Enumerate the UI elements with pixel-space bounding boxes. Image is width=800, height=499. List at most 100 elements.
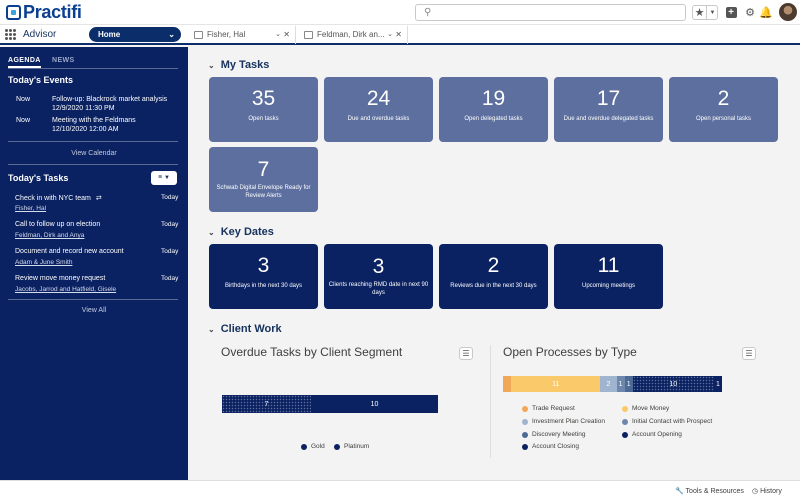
legend-swatch <box>301 443 307 450</box>
utility-bar: 🔧 Tools & Resources ◷ History <box>0 480 800 499</box>
tools-resources-button[interactable]: 🔧 Tools & Resources <box>675 487 744 495</box>
legend-item: Initial Contact with Prospect <box>622 418 712 425</box>
tasks-heading: Today's Tasks <box>8 173 69 183</box>
stacked-bar-overdue[interactable]: 7 10 <box>222 395 438 413</box>
metric-label: Open delegated tasks <box>464 116 523 122</box>
legend-item: Move Money <box>622 405 669 412</box>
tab-label: Fisher, Hal <box>207 30 246 39</box>
data-label: 10 <box>669 380 678 388</box>
tab-news[interactable]: NEWS <box>52 57 75 64</box>
history-button[interactable]: ◷ History <box>752 487 782 495</box>
metric-value: 3 <box>257 254 270 277</box>
legend-swatch <box>334 443 340 450</box>
bar-segment-trade-request[interactable] <box>503 376 512 392</box>
practifi-logo[interactable]: Practifi <box>6 2 82 22</box>
event-item[interactable]: Meeting with the Feldmans 12/10/2020 12:… <box>52 116 136 134</box>
metric-value: 19 <box>481 87 506 110</box>
add-button[interactable]: + <box>725 5 737 20</box>
chevron-down-icon[interactable]: ⌄ <box>387 31 393 38</box>
notifications-button[interactable]: 🔔 <box>759 5 773 20</box>
task-related-link[interactable]: Fisher, Hal <box>15 205 47 212</box>
metric-card-rmd[interactable]: 3 Clients reaching RMD date in next 90 d… <box>324 244 433 309</box>
metric-card-due-overdue-delegated[interactable]: 17 Due and overdue delegated tasks <box>554 77 663 142</box>
bar-segment-initial-contact-with-prospect[interactable]: 1 <box>616 376 625 392</box>
bar-segment-move-money[interactable]: 11 <box>511 376 601 392</box>
avatar[interactable] <box>779 3 797 21</box>
star-icon: ★ <box>694 7 705 19</box>
tab-label: Feldman, Dirk an... <box>317 30 385 39</box>
setup-button[interactable]: ⚙ <box>744 5 756 20</box>
bar-segment-account-opening[interactable]: 10 <box>632 376 714 392</box>
view-calendar-link[interactable]: View Calendar <box>71 150 117 157</box>
app-nav-bar: Advisor Home ⌄ Fisher, Hal ⌄ ✕ Feldman, … <box>0 25 800 45</box>
section-my-tasks[interactable]: ⌄ My Tasks <box>208 59 269 71</box>
legend-item: Gold <box>301 443 325 450</box>
list-item[interactable]: Check in with NYC team ⇄ <box>15 194 102 202</box>
add-icon: + <box>725 7 737 18</box>
task-related-link[interactable]: Adam & June Smith <box>15 259 73 266</box>
list-item[interactable]: Call to follow up on election <box>15 221 101 228</box>
app-launcher-icon[interactable] <box>5 29 16 40</box>
bar-segment-investment-plan-creation[interactable]: 2 <box>600 376 617 392</box>
chart-menu-button[interactable]: ☰ <box>459 347 473 360</box>
task-related-link[interactable]: Jacobs, Jarrod and Hatfield, Gisele <box>15 286 117 293</box>
metric-value: 2 <box>487 254 500 277</box>
metric-card-birthdays[interactable]: 3 Birthdays in the next 30 days <box>209 244 318 309</box>
event-time: 12/9/2020 11:30 PM <box>52 105 115 112</box>
section-client-work[interactable]: ⌄ Client Work <box>208 323 282 335</box>
metric-value: 17 <box>596 87 621 110</box>
favorites-button[interactable]: ★ ▼ <box>692 5 718 20</box>
metric-card-open-personal[interactable]: 2 Open personal tasks <box>669 77 778 142</box>
chart-menu-button[interactable]: ☰ <box>742 347 756 360</box>
chevron-down-icon[interactable]: ⌄ <box>275 31 281 38</box>
event-when: Now <box>16 96 31 103</box>
metric-label: Due and overdue tasks <box>347 116 410 122</box>
tab-home[interactable]: Home ⌄ <box>89 27 181 42</box>
data-label: 1 <box>715 380 720 388</box>
bar-segment-account-closing[interactable]: 1 <box>713 376 722 392</box>
section-title: Key Dates <box>220 226 274 238</box>
legend-swatch <box>522 431 528 438</box>
divider <box>8 68 178 69</box>
bar-segment-gold[interactable]: 7 <box>222 395 311 413</box>
tab-agenda[interactable]: AGENDA <box>8 57 41 68</box>
task-related-link[interactable]: Feldman, Dirk and Anya <box>15 232 85 239</box>
task-filter-button[interactable]: ≡ ▼ <box>151 171 177 185</box>
bar-segment-platinum[interactable]: 10 <box>310 395 438 413</box>
bar-segment-discovery-meeting[interactable]: 1 <box>624 376 633 392</box>
legend-item: Account Opening <box>622 431 682 438</box>
metric-card-open-delegated[interactable]: 19 Open delegated tasks <box>439 77 548 142</box>
metric-value: 35 <box>251 87 276 110</box>
event-item[interactable]: Follow-up: Blackrock market analysis 12/… <box>52 95 167 113</box>
section-title: My Tasks <box>220 59 270 71</box>
close-icon[interactable]: ✕ <box>395 30 402 39</box>
tab-home-label: Home <box>98 30 121 39</box>
chevron-down-icon: ⌄ <box>208 61 215 70</box>
event-title: Meeting with the Feldmans <box>52 117 136 124</box>
metric-card-reviews-due[interactable]: 2 Reviews due in the next 30 days <box>439 244 548 309</box>
metric-card-upcoming-meetings[interactable]: 11 Upcoming meetings <box>554 244 663 309</box>
tab-feldman[interactable]: Feldman, Dirk an... ⌄ ✕ <box>297 26 408 44</box>
tools-label: Tools & Resources <box>685 488 744 495</box>
view-all-link[interactable]: View All <box>81 307 107 314</box>
stacked-bar-processes[interactable]: 11 2 1 1 10 1 <box>503 376 722 392</box>
legend-swatch <box>522 405 528 412</box>
metric-label: Open tasks <box>248 116 279 122</box>
legend-label: Trade Request <box>532 405 575 412</box>
metric-card-open-tasks[interactable]: 35 Open tasks <box>209 77 318 142</box>
chevron-down-icon[interactable]: ⌄ <box>168 30 175 39</box>
clock-icon: ◷ <box>752 488 759 495</box>
legend-item: Discovery Meeting <box>522 431 585 438</box>
chevron-down-icon: ▼ <box>164 175 170 181</box>
section-key-dates[interactable]: ⌄ Key Dates <box>208 226 274 238</box>
tab-fisher-hal[interactable]: Fisher, Hal ⌄ ✕ <box>187 26 296 44</box>
metric-card-due-overdue[interactable]: 24 Due and overdue tasks <box>324 77 433 142</box>
legend-label: Investment Plan Creation <box>532 418 605 425</box>
list-item[interactable]: Review move money request <box>15 275 106 282</box>
data-label: 1 <box>626 380 631 388</box>
list-item[interactable]: Document and record new account <box>15 248 124 255</box>
metric-card-schwab-alerts[interactable]: 7 Schwab Digital Envelope Ready for Revi… <box>209 147 318 212</box>
legend-item: Trade Request <box>522 405 575 412</box>
global-search-input[interactable]: ⚲ <box>415 4 686 21</box>
close-icon[interactable]: ✕ <box>283 30 290 39</box>
